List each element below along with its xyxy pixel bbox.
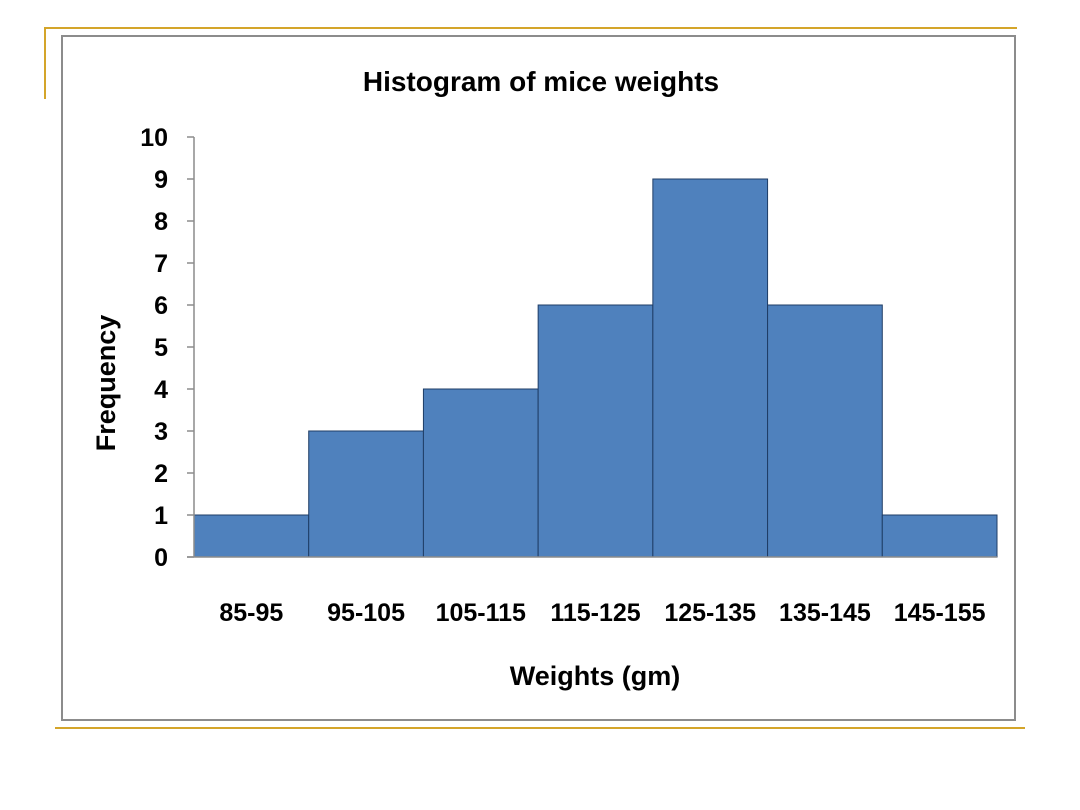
y-tick-label: 6	[154, 292, 168, 320]
y-tick-label: 4	[154, 376, 168, 404]
y-tick-label: 9	[154, 166, 168, 194]
bars-group	[193, 178, 998, 558]
accent-line-top	[44, 27, 1017, 29]
bar-145-155	[881, 514, 998, 558]
chart-frame: Histogram of mice weights Frequency Weig…	[61, 35, 1016, 721]
bar-115-125	[537, 304, 654, 558]
bar-135-145	[767, 304, 883, 558]
x-axis-categories: 85-95 95-105 105-115 115-125 125-135 135-145 1…	[219, 599, 985, 627]
y-tick-label: 2	[154, 460, 168, 488]
y-tick-label: 1	[154, 502, 168, 530]
x-category-label: 85-95	[219, 599, 283, 627]
accent-line-bottom	[55, 727, 1025, 729]
bar-85-95	[193, 514, 310, 558]
histogram-chart: Histogram of mice weights Frequency Weig…	[91, 66, 998, 691]
y-tick-label: 5	[154, 334, 168, 362]
bar-95-105	[308, 430, 424, 558]
x-category-label: 105-115	[436, 599, 526, 627]
bar-105-115	[422, 388, 539, 558]
y-tick-label: 3	[154, 418, 168, 446]
y-axis-ticks: 0 1 2 3 4 5 6 7 8 9 10	[140, 124, 194, 572]
x-category-label: 135-145	[779, 599, 871, 627]
chart-title: Histogram of mice weights	[363, 66, 719, 97]
y-tick-label: 8	[154, 208, 168, 236]
x-category-label: 95-105	[327, 599, 405, 627]
x-axis-title: Weights (gm)	[510, 661, 681, 691]
x-category-label: 125-135	[664, 599, 756, 627]
y-axis-title: Frequency	[91, 315, 121, 452]
y-tick-label: 0	[154, 544, 168, 572]
y-tick-label: 7	[154, 250, 168, 278]
bar-125-135	[652, 178, 769, 558]
accent-line-left	[44, 27, 46, 99]
y-tick-label: 10	[140, 124, 168, 152]
x-category-label: 115-125	[550, 599, 640, 627]
x-category-label: 145-155	[894, 599, 986, 627]
